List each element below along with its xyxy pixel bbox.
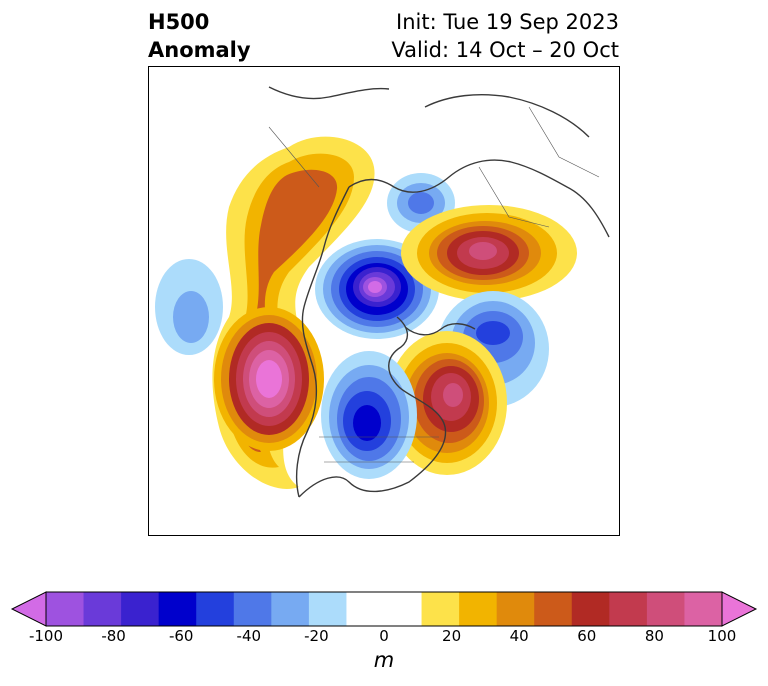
colorbar-tick-label: 60 [577,627,597,645]
title-right: Init: Tue 19 Sep 2023 Valid: 14 Oct – 20… [391,8,619,64]
colorbar-tick-label: 0 [379,627,389,645]
low-pacific-west [155,259,223,355]
colorbar-swatch [196,592,235,626]
colorbar-swatch [459,592,498,626]
colorbar-tick-label: -60 [168,627,194,645]
valid-range: Valid: 14 Oct – 20 Oct [391,38,619,62]
ridge-pacific [214,307,324,451]
colorbar-swatch [83,592,122,626]
colorbar-tick-label: 100 [707,627,737,645]
colorbar-swatch [646,592,685,626]
colorbar [10,591,758,627]
colorbar-swatch [384,592,423,626]
colorbar-swatch [571,592,610,626]
colorbar-tick-label: -80 [101,627,126,645]
init-date: Init: Tue 19 Sep 2023 [396,10,619,34]
colorbar-swatch [271,592,310,626]
colorbar-tick-label: -100 [28,627,64,645]
colorbar-swatch [346,592,385,626]
colorbar-swatch [684,592,723,626]
colorbar-tick-label: -20 [304,627,329,645]
colorbar-tick-label: 80 [644,627,664,645]
colorbar-border [45,591,723,627]
title-variable: H500 [148,10,210,34]
colorbar-swatch [421,592,460,626]
anomaly-map [148,66,620,536]
title-left: H500 Anomaly [148,8,251,64]
low-north-america [321,351,417,479]
colorbar-swatch [158,592,197,626]
colorbar-swatch [46,592,85,626]
colorbar-swatch [121,592,160,626]
colorbar-swatch [308,592,347,626]
borders [268,106,600,463]
title-field: Anomaly [148,38,251,62]
colorbar-tick-label: -40 [236,627,262,645]
colorbar-tick-label: 20 [442,627,462,645]
coastlines [268,86,610,498]
colorbar-swatch [233,592,272,626]
colorbar-swatch [609,592,648,626]
colorbar-tick-label: 40 [509,627,529,645]
ridge-atlantic [387,331,507,475]
ridge-siberia [401,205,577,301]
low-polar [315,239,439,339]
colorbar-swatch [496,592,535,626]
colorbar-extend-low [10,591,47,627]
colorbar-extend-high [721,591,758,627]
colorbar-unit: m [373,648,395,672]
map-canvas [155,86,610,498]
colorbar-swatch [534,592,573,626]
